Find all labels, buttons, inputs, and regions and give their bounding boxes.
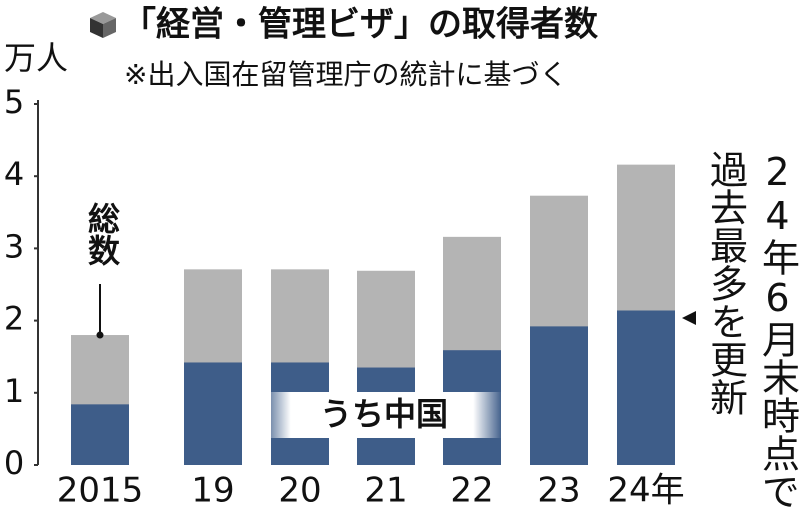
y-tick-label: 3 — [4, 227, 24, 265]
x-tick-label: 2015 — [57, 471, 144, 511]
annotation: 過去最多を更新 — [704, 150, 748, 416]
series-label: 総数 — [83, 202, 121, 267]
series-label: うち中国 — [320, 395, 448, 433]
bar — [71, 404, 129, 465]
y-tick-label: 0 — [4, 444, 24, 482]
x-tick-label: 20 — [278, 471, 321, 511]
label-backdrop — [262, 392, 502, 438]
bar — [530, 326, 588, 465]
bar — [617, 310, 675, 465]
annotation: 24年6月末時点で — [756, 150, 800, 510]
annotation-arrow — [682, 311, 696, 325]
leader-dot — [96, 331, 104, 339]
y-tick-label: 1 — [4, 372, 24, 410]
x-tick-label: 22 — [450, 471, 493, 511]
y-axis-label: 万人 — [4, 39, 68, 77]
subtitle: ※出入国在留管理庁の統計に基づく — [124, 58, 567, 91]
x-tick-label: 19 — [191, 471, 234, 511]
y-tick-label: 2 — [4, 300, 24, 338]
x-tick-label: 23 — [537, 471, 580, 511]
x-tick-label: 21 — [364, 471, 407, 511]
bar — [184, 362, 242, 465]
y-tick-label: 4 — [4, 155, 24, 193]
title-icon — [90, 12, 116, 38]
chart-title: 「経営・管理ビザ」の取得者数 — [122, 5, 598, 45]
y-tick-label: 5 — [4, 83, 24, 121]
x-tick-label: 24年 — [607, 471, 684, 511]
